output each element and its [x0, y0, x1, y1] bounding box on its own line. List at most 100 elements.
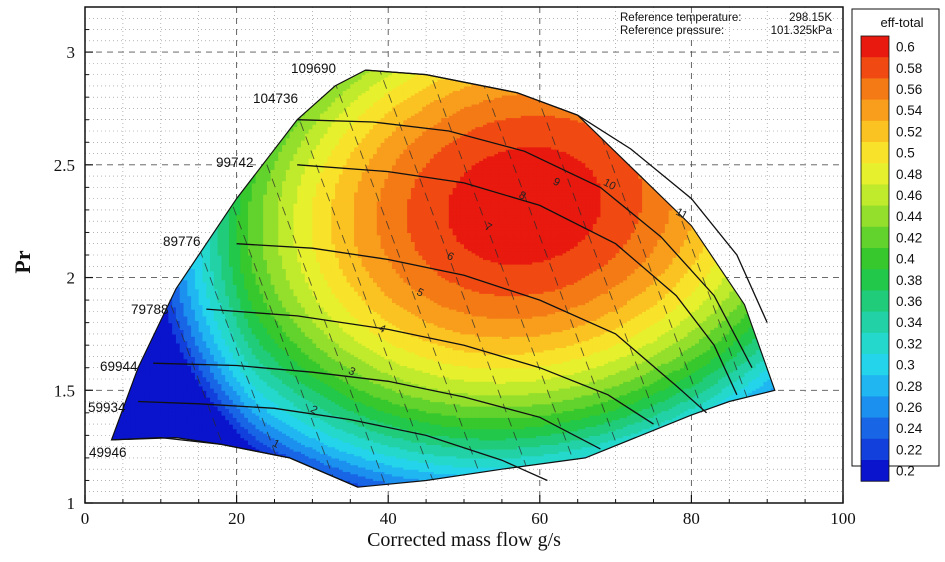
contour-cell [145, 367, 151, 371]
contour-cell [153, 354, 158, 358]
contour-cell [149, 399, 154, 403]
contour-cell [153, 336, 158, 340]
contour-cell [126, 421, 132, 425]
contour-cell [157, 372, 162, 376]
contour-cell [145, 365, 151, 369]
contour-cell [149, 426, 154, 430]
contour-cell [157, 401, 162, 405]
contour-cell [138, 376, 143, 380]
contour-cell [145, 374, 151, 378]
contour-cell [141, 424, 147, 427]
contour-cell [126, 401, 132, 405]
contour-cell [153, 408, 158, 412]
contour-cell [153, 376, 158, 380]
contour-cell [138, 433, 143, 436]
contour-cell [149, 417, 154, 421]
contour-cell [130, 433, 135, 436]
contour-cell [119, 421, 124, 425]
contour-cell [141, 433, 147, 436]
contour-cell [130, 424, 135, 427]
contour-cell [153, 415, 158, 418]
contour-cell [130, 390, 135, 394]
contour-cell [130, 410, 135, 414]
contour-cell [145, 354, 151, 358]
contour-cell [157, 369, 162, 373]
contour-cell [138, 430, 143, 434]
contour-cell [126, 428, 132, 432]
contour-cell [130, 406, 135, 409]
contour-cell [157, 381, 162, 385]
contour-cell [149, 342, 154, 346]
contour-cell [138, 379, 143, 382]
contour-cell [145, 412, 151, 416]
contour-cell [149, 367, 154, 371]
contour-cell [134, 408, 139, 412]
contour-cell [134, 379, 139, 382]
contour-cell [149, 349, 154, 353]
contour-cell [149, 347, 154, 351]
contour-cell [126, 419, 132, 423]
contour-cell [153, 392, 158, 396]
contour-cell [138, 428, 143, 432]
contour-cell [157, 419, 162, 423]
contour-cell [138, 392, 143, 396]
contour-cell [138, 388, 143, 391]
contour-cell [145, 417, 151, 421]
contour-cell [145, 385, 151, 389]
contour-cell [153, 363, 158, 367]
contour-cell [134, 381, 139, 385]
contour-cell [157, 385, 162, 389]
contour-cell [153, 399, 158, 403]
contour-cell [149, 390, 154, 394]
contour-cell [157, 340, 162, 344]
contour-cell [157, 367, 162, 371]
contour-cell [145, 399, 151, 403]
contour-cell [126, 397, 132, 400]
contour-cell [149, 345, 154, 349]
contour-cell [130, 417, 135, 421]
contour-cell [126, 406, 132, 409]
contour-cell [149, 360, 154, 364]
contour-cell [157, 356, 162, 360]
contour-cell [149, 372, 154, 376]
contour-cell [153, 383, 158, 387]
contour-cell [149, 430, 154, 434]
contour-cell [157, 426, 162, 430]
contour-cell [141, 397, 147, 400]
contour-cell [130, 401, 135, 405]
contour-cell [122, 410, 128, 414]
contour-cell [134, 421, 139, 425]
contour-cell [138, 401, 143, 405]
contour-cell [153, 349, 158, 353]
contour-cell [134, 401, 139, 405]
contour-cell [138, 372, 143, 376]
contour-cell [141, 430, 147, 434]
contour-cell [119, 428, 124, 432]
contour-cell [149, 358, 154, 362]
contour-cell [134, 385, 139, 389]
contour-cell [141, 358, 147, 362]
contour-cell [126, 412, 132, 416]
contour-cell [153, 428, 158, 432]
contour-cell [119, 433, 124, 436]
contour-cell [153, 381, 158, 385]
contour-cell [134, 410, 139, 414]
contour-cell [126, 399, 132, 403]
contour-cell [145, 360, 151, 364]
contour-cell [141, 379, 147, 382]
contour-cell [157, 351, 162, 355]
contour-cell [111, 437, 116, 441]
contour-cell [153, 412, 158, 416]
contour-cell [122, 406, 128, 409]
contour-cell [149, 356, 154, 360]
contour-cell [119, 424, 124, 427]
contour-cell [134, 383, 139, 387]
contour-cell [119, 430, 124, 434]
contour-cell [145, 349, 151, 353]
contour-cell [157, 388, 162, 391]
contour-cell [134, 392, 139, 396]
contour-cell [153, 356, 158, 360]
contour-cell [145, 392, 151, 396]
contour-cell [138, 426, 143, 430]
contour-cell [122, 408, 128, 412]
